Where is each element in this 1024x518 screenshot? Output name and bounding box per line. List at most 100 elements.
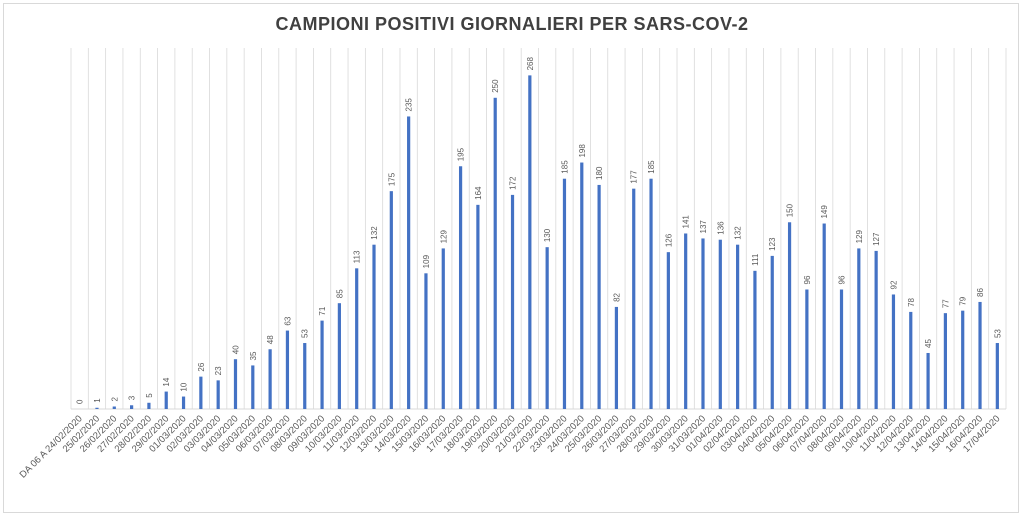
data-label: 1 [93, 398, 102, 403]
data-label: 26 [197, 362, 206, 371]
bar [701, 238, 705, 409]
bar [874, 250, 878, 409]
bar [736, 244, 740, 409]
bar [216, 380, 220, 409]
bar [857, 248, 861, 409]
bar [822, 223, 826, 409]
bar [632, 188, 636, 409]
data-label: 126 [664, 233, 673, 247]
bar [597, 184, 601, 409]
data-label: 96 [838, 275, 847, 284]
data-label: 185 [647, 160, 656, 174]
bar [995, 343, 999, 409]
data-label: 185 [560, 160, 569, 174]
bar [476, 204, 480, 409]
bar [199, 376, 203, 409]
bar [753, 270, 757, 409]
bar [424, 273, 428, 409]
bar [130, 405, 134, 409]
data-label: 63 [283, 316, 292, 325]
data-label: 82 [612, 292, 621, 301]
data-label: 268 [526, 56, 535, 70]
data-label: 5 [145, 393, 154, 398]
bar [285, 330, 290, 409]
bar [493, 97, 497, 410]
data-label: 78 [907, 297, 916, 306]
data-label: 127 [872, 232, 881, 246]
data-label: 109 [422, 254, 431, 268]
bar [95, 407, 99, 409]
bar [372, 244, 376, 409]
bar [147, 402, 151, 409]
data-label: 10 [180, 382, 189, 391]
bar [649, 178, 653, 409]
bar [233, 359, 238, 409]
bar [510, 194, 515, 409]
data-label: 172 [509, 176, 518, 190]
bar [909, 311, 913, 409]
data-label: 250 [491, 79, 500, 93]
bar [112, 406, 116, 409]
bar [787, 222, 792, 409]
bar [320, 320, 324, 409]
data-label: 2 [110, 397, 119, 402]
data-label: 96 [803, 275, 812, 284]
data-label: 164 [474, 186, 483, 200]
data-label: 23 [214, 366, 223, 375]
data-label: 132 [370, 226, 379, 240]
data-label: 141 [682, 215, 691, 229]
bar [441, 248, 445, 409]
bar [926, 352, 930, 409]
data-label: 149 [820, 205, 829, 219]
bar [458, 166, 463, 409]
bar [251, 365, 255, 409]
data-label: 53 [301, 329, 310, 338]
chart-title: CAMPIONI POSITIVI GIORNALIERI PER SARS-C… [275, 14, 749, 34]
data-label: 195 [457, 147, 466, 161]
data-label: 71 [318, 306, 327, 315]
bar [961, 310, 965, 409]
bar [562, 178, 567, 409]
data-label: 48 [266, 335, 275, 344]
data-label: 113 [353, 250, 362, 263]
data-label: 14 [162, 377, 171, 386]
data-label: 45 [924, 339, 933, 348]
data-label: 92 [889, 280, 898, 289]
bar [580, 162, 584, 409]
bar [978, 301, 982, 409]
data-label: 150 [786, 203, 795, 217]
x-tick-labels: DA 06 A 24/02/202025/02/202026/02/202027… [18, 413, 1003, 480]
data-label: 130 [543, 228, 552, 242]
bar [684, 233, 688, 409]
data-label: 86 [976, 287, 985, 296]
data-label: 137 [699, 220, 708, 234]
bar [770, 255, 774, 409]
data-label: 85 [335, 289, 344, 298]
data-label: 0 [76, 399, 85, 404]
data-label: 53 [993, 329, 1002, 338]
data-label: 129 [439, 230, 448, 244]
bar [805, 289, 809, 409]
bar [164, 391, 168, 409]
bar [389, 191, 393, 409]
bar [718, 239, 722, 409]
bar [337, 303, 341, 409]
data-label: 180 [595, 166, 604, 180]
bar [407, 116, 411, 409]
data-label: 79 [959, 296, 968, 305]
bar [181, 396, 186, 409]
data-label: 177 [630, 170, 639, 184]
data-label: 129 [855, 230, 864, 244]
bar [614, 306, 619, 409]
data-label: 132 [734, 226, 743, 240]
bar [943, 313, 947, 409]
bar [666, 252, 670, 409]
data-label: 35 [249, 351, 258, 360]
bar [839, 289, 844, 409]
bar [303, 343, 307, 409]
bar [528, 75, 532, 410]
chart-frame: CAMPIONI POSITIVI GIORNALIERI PER SARS-C… [3, 3, 1019, 513]
data-label: 235 [405, 98, 414, 112]
